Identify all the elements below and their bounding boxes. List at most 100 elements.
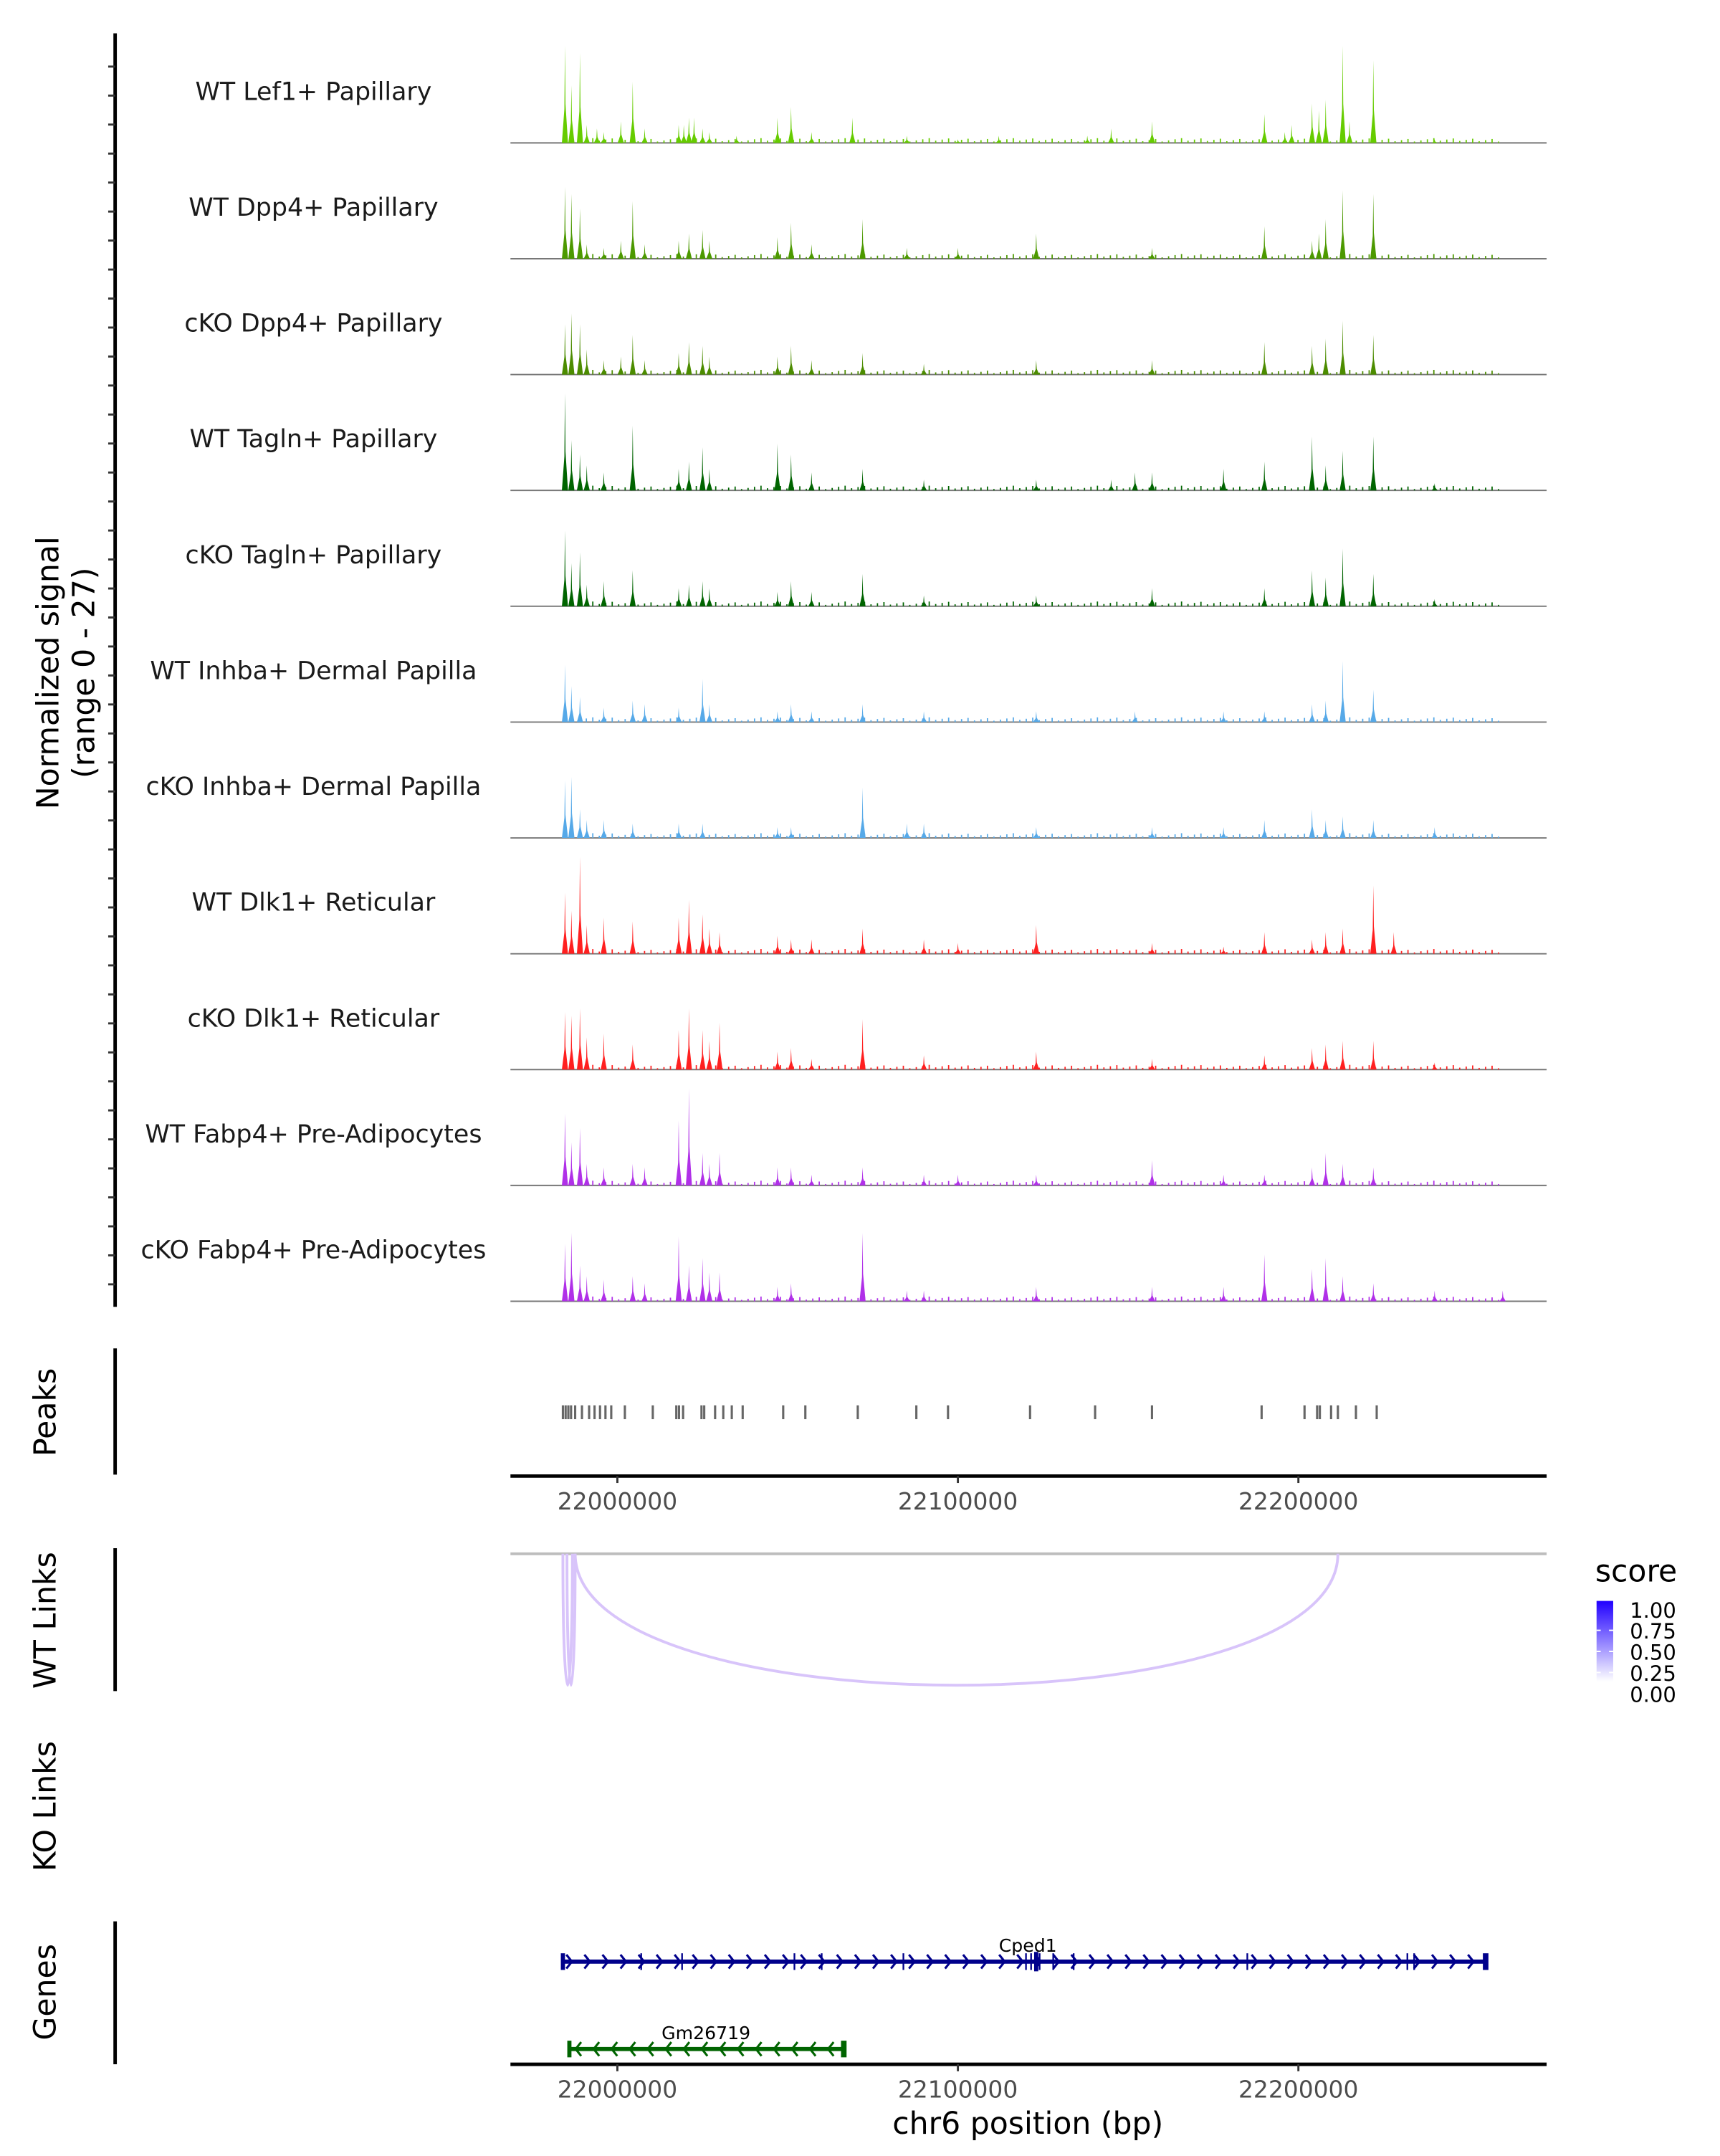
link-arc [565,1553,577,1687]
signal-bin [935,488,937,491]
signal-bin [1019,256,1021,259]
signal-bin [954,836,956,839]
track-label: WT Lef1+ Papillary [195,77,431,106]
signal-peak [808,244,815,259]
signal-bin [909,1068,911,1070]
track-label: WT Fabp4+ Pre-Adipocytes [145,1120,482,1149]
signal-bin [896,1298,898,1302]
signal-bin [740,1183,742,1186]
signal-bin [1368,254,1370,259]
signal-peak [808,711,815,722]
signal-bin [793,603,794,606]
signal-bin [1329,141,1332,143]
signal-bin [1135,1065,1137,1070]
signal-bin [1478,836,1480,839]
signal-peak [583,465,590,491]
signal-bin [727,1067,730,1070]
signal-peak [641,1283,648,1302]
signal-bin [1342,371,1344,375]
signal-peak [706,704,712,722]
signal-bin [1135,717,1137,722]
signal-bin [1466,255,1467,259]
signal-bin [1096,949,1099,954]
strand-arrow [818,1954,826,1970]
signal-bin [753,1297,755,1302]
signal-bin [1304,138,1306,143]
signal-bin [1180,1064,1182,1070]
signal-bin [682,720,684,722]
peak-region [610,1405,613,1420]
signal-bin [669,602,672,606]
signal-bin [1013,1296,1014,1302]
signal-bin [1206,604,1208,606]
signal-bin [579,256,580,259]
signal-bin [1329,836,1332,839]
signal-bin [1407,1065,1409,1070]
signal-bin [767,488,768,491]
signal-peak [788,704,795,722]
signal-bin [1038,372,1040,375]
signal-bin [1291,140,1293,143]
signal-bin [1122,836,1124,839]
signal-peak [1261,588,1268,606]
signal-bin [773,1066,775,1070]
signal-bin [1193,1297,1195,1302]
signal-bin [1200,1180,1202,1186]
signal-bin [1271,1299,1273,1302]
signal-bin [760,1180,762,1186]
signal-bin [838,1066,840,1070]
signal-bin [1297,255,1299,259]
signal-bin [618,140,620,143]
signal-bin [1323,950,1325,954]
signal-bin [1466,487,1467,491]
signal-bin [1026,1297,1027,1302]
signal-bin [915,1299,917,1302]
signal-peak [808,591,815,606]
signal-bin [663,487,665,491]
signal-bin [695,717,697,722]
signal-bin [753,487,755,491]
signal-bin [1349,370,1351,375]
signal-peak [576,208,583,259]
peak-region [682,1405,684,1420]
signal-bin [682,372,684,375]
signal-bin [1032,370,1033,375]
signal-bin [1485,256,1486,259]
signal-bin [1271,1067,1273,1070]
signal-bin [1058,720,1060,722]
signal-peak [1339,1041,1346,1070]
signal-bin [1213,1067,1215,1070]
signal-bin [1155,486,1157,491]
signal-bin [1051,602,1053,606]
signal-bin [993,1068,995,1070]
signal-bin [1265,1296,1266,1302]
strand-arrow [854,1954,862,1970]
signal-peak [675,707,682,722]
signal-bin [851,835,853,839]
signal-bin [1433,138,1435,143]
signal-bin [1317,256,1319,259]
signal-bin [922,371,924,375]
signal-bin [1000,140,1001,143]
signal-bin [1109,139,1112,143]
signal-bin [915,604,917,606]
signal-peak [629,823,636,839]
signal-bin [1284,138,1286,143]
signal-bin [767,1067,768,1070]
signal-bin [1032,1180,1033,1186]
signal-bin [1129,1067,1131,1070]
signal-bin [727,487,730,491]
signal-bin [631,138,633,143]
signal-bin [676,485,678,491]
signal-bin [902,254,904,259]
signal-peak [576,324,583,375]
signal-bin [1096,601,1099,606]
signal-bin [1006,487,1008,491]
signal-bin [986,718,988,722]
signal-bin [993,720,995,722]
signal-bin [1045,371,1046,375]
signal-bin [1336,140,1338,143]
signal-bin [1026,487,1027,491]
signal-peak [1149,1059,1155,1070]
signal-bin [1122,720,1124,722]
